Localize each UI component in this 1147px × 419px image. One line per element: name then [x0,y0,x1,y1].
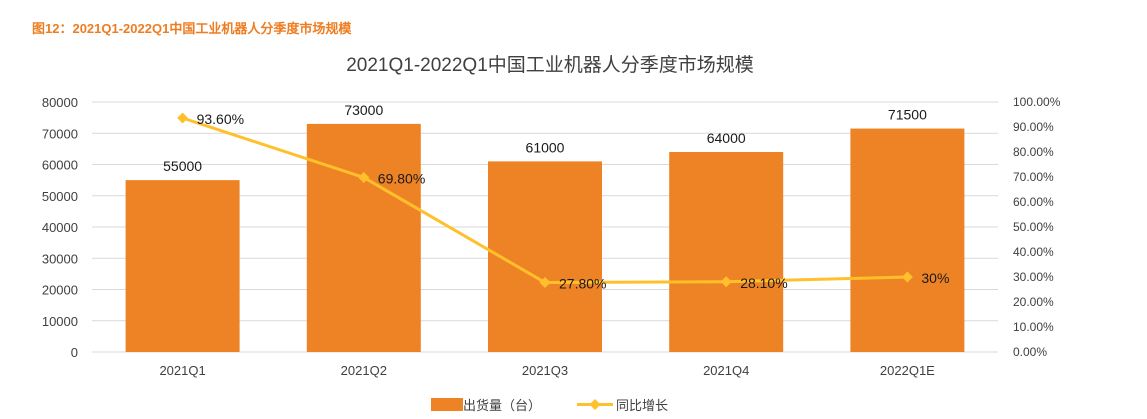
bar [306,123,421,352]
legend-bar-label: 出货量（台） [463,398,541,413]
y-right-tick-label: 90.00% [1013,120,1054,134]
y-right-tick-label: 0.00% [1013,345,1047,359]
bar-series: 55000 73000 61000 64000 71500 [125,102,965,352]
x-tick-label: 2022Q1E [880,363,935,378]
chart-title: 2021Q1-2022Q1中国工业机器人分季度市场规模 [346,54,754,76]
legend-line-marker [589,399,601,410]
y-left-tick-label: 40000 [42,220,78,235]
x-tick-label: 2021Q2 [341,363,387,378]
left-axis: 0 10000 20000 30000 40000 50000 60000 70000 8000… [42,95,78,360]
growth-value-label: 93.60% [197,111,244,127]
y-right-tick-label: 40.00% [1013,245,1054,259]
y-right-tick-label: 80.00% [1013,145,1054,159]
bar-value-label: 55000 [163,158,202,174]
bar-value-label: 73000 [344,102,383,118]
growth-point [539,277,551,288]
y-left-tick-label: 60000 [42,158,78,173]
figure-caption: 图12：2021Q1-2022Q1中国工业机器人分季度市场规模 [32,21,352,36]
y-left-tick-label: 50000 [42,189,78,204]
growth-point [901,271,913,283]
legend: 出货量（台） 同比增长 [431,398,668,413]
y-left-tick-label: 0 [71,345,78,360]
y-left-tick-label: 80000 [42,95,78,110]
bar [669,152,784,352]
bar [488,161,602,352]
bar-value-label: 71500 [888,107,927,123]
x-tick-label: 2021Q1 [159,363,205,378]
bar [850,128,965,352]
y-left-tick-label: 20000 [42,283,78,298]
growth-value-label: 30% [921,270,949,286]
y-left-tick-label: 70000 [42,126,78,141]
growth-value-label: 69.80% [378,171,425,187]
right-axis: 0.00% 10.00% 20.00% 30.00% 40.00% 50.00% 60.00… [1013,95,1061,359]
x-tick-label: 2021Q4 [703,363,749,378]
x-axis: 2021Q1 2021Q2 2021Q3 2021Q4 2022Q1E [159,363,935,378]
bar-value-label: 64000 [707,130,746,146]
y-right-tick-label: 10.00% [1013,320,1054,334]
growth-point [358,172,370,183]
x-tick-label: 2021Q3 [522,363,568,378]
y-right-tick-label: 70.00% [1013,170,1054,184]
y-right-tick-label: 60.00% [1013,195,1054,209]
legend-bar-swatch [431,398,463,411]
bar-value-label: 61000 [526,139,565,155]
line-series: 93.60% 69.80% 27.80% 28.10% 30% [177,111,949,292]
legend-line-label: 同比增长 [616,398,668,413]
y-left-tick-label: 30000 [42,251,78,266]
y-right-tick-label: 100.00% [1013,95,1061,109]
growth-value-label: 28.10% [740,275,787,291]
y-right-tick-label: 50.00% [1013,220,1054,234]
y-left-tick-label: 10000 [42,314,78,329]
y-right-tick-label: 20.00% [1013,295,1054,309]
y-right-tick-label: 30.00% [1013,270,1054,284]
growth-point [177,112,189,124]
growth-point [720,276,732,288]
bar [125,180,240,352]
growth-value-label: 27.80% [559,276,606,292]
